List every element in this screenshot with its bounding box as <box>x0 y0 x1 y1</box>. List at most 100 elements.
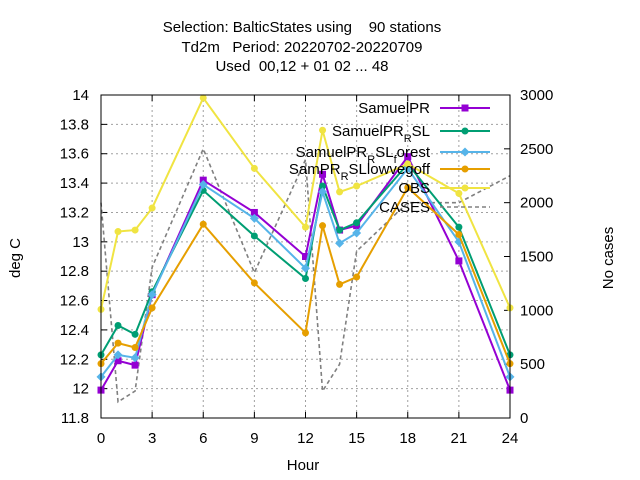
data-point <box>114 357 122 365</box>
x-axis-label: Hour <box>287 457 320 474</box>
y2-tick-label: 1000 <box>520 302 553 319</box>
y-tick-label: 13.8 <box>60 116 89 133</box>
data-point <box>250 164 258 172</box>
x-tick-label: 24 <box>502 430 519 447</box>
y-tick-label: 12.4 <box>60 322 89 339</box>
data-point <box>131 330 139 338</box>
data-point <box>461 104 469 112</box>
title-line-1: Selection: BalticStates using 90 station… <box>163 19 442 36</box>
data-point <box>455 257 463 265</box>
legend-label: SamuelPRRSL <box>332 123 430 145</box>
data-point <box>131 361 139 369</box>
data-point <box>455 223 463 231</box>
series-5 <box>97 94 514 313</box>
y2-tick-label: 500 <box>520 356 545 373</box>
y2-tick-label: 1500 <box>520 249 553 266</box>
data-point <box>250 208 258 216</box>
y-axis-label: deg C <box>7 238 24 278</box>
data-point <box>302 329 309 337</box>
x-tick-label: 9 <box>250 430 258 447</box>
data-point <box>199 220 207 228</box>
data-point <box>148 204 156 212</box>
data-point <box>461 127 469 135</box>
y-tick-labels: 11.8 12 12.2 12.4 12.6 12.8 13 13.2 13.4 13.6 13.8… <box>60 87 89 427</box>
data-point <box>404 153 412 161</box>
legend-label: CASES <box>379 199 430 216</box>
data-point <box>353 273 361 281</box>
data-point <box>319 170 327 178</box>
x-tick-label: 3 <box>148 430 156 447</box>
title-line-2: Td2m Period: 20220702-20220709 <box>181 39 422 56</box>
y-tick-label: 12 <box>72 381 89 398</box>
legend-entry-1: SamuelPR <box>358 100 490 117</box>
data-point <box>319 182 327 190</box>
series-layer <box>96 94 515 394</box>
legend-label: OBS <box>398 180 430 197</box>
data-point <box>319 126 327 134</box>
x-tick-label: 0 <box>97 430 105 447</box>
data-point <box>336 280 344 288</box>
data-point <box>130 353 140 363</box>
y-tick-label: 13.6 <box>60 146 89 163</box>
x-tick-labels: 0 3 6 9 12 15 18 21 24 <box>97 430 519 447</box>
y2-tick-labels: 0 500 1000 1500 2000 2500 3000 <box>520 87 553 427</box>
title-line-3: Used 00,12 + 01 02 ... 48 <box>215 58 388 75</box>
cases-layer <box>100 146 511 404</box>
y2-tick-label: 2500 <box>520 141 553 158</box>
legend-entry-5: OBS <box>398 180 490 197</box>
y-tick-label: 12.2 <box>60 351 89 368</box>
data-point <box>352 228 362 238</box>
data-point <box>131 344 139 352</box>
series-3 <box>96 163 515 382</box>
y-tick-label: 11.8 <box>61 410 89 427</box>
data-point <box>336 188 344 196</box>
plot-border <box>100 94 511 419</box>
data-point <box>461 184 469 192</box>
data-point <box>302 253 309 260</box>
y-tick-label: 12.8 <box>60 263 89 280</box>
x-tick-label: 21 <box>451 430 468 447</box>
x-tick-label: 15 <box>348 430 365 447</box>
y-tick-label: 12.6 <box>60 293 89 310</box>
legend-label: SamuelPRRSLforest <box>296 144 431 166</box>
data-point <box>113 350 123 360</box>
x-tick-label: 18 <box>399 430 416 447</box>
legend: SamuelPR SamuelPRRSLSamuelPRRSLforestSamP… <box>289 100 490 216</box>
data-point <box>114 339 122 347</box>
data-point <box>114 228 122 236</box>
data-point <box>455 230 463 238</box>
x-tick-label: 6 <box>199 430 207 447</box>
data-point <box>353 219 361 227</box>
data-point <box>249 213 259 223</box>
data-point <box>198 180 208 190</box>
data-point <box>147 290 157 300</box>
data-point <box>199 94 207 102</box>
data-point <box>302 223 309 231</box>
data-point <box>353 182 361 190</box>
y2-tick-label: 0 <box>520 410 528 427</box>
x-tick-label: 12 <box>297 430 314 447</box>
legend-label: SamuelPR <box>358 100 430 117</box>
legend-entry-2: SamuelPRRSL <box>332 123 490 145</box>
chart-title: Selection: BalticStates using 90 station… <box>163 19 442 75</box>
legend-entry-3: SamuelPRRSLforest <box>296 144 490 166</box>
legend-entry-6: CASES <box>379 199 490 216</box>
data-point <box>335 238 345 248</box>
cases-line <box>100 146 511 404</box>
data-point <box>461 165 469 173</box>
data-point <box>250 279 258 287</box>
grid <box>100 94 511 419</box>
data-point <box>318 187 328 197</box>
data-point <box>404 160 412 168</box>
data-point <box>148 304 156 312</box>
data-point <box>301 263 310 273</box>
y2-axis-label: No cases <box>600 227 617 290</box>
data-point <box>302 275 309 283</box>
legend-label: SamPRRSLlowvegoff <box>289 161 431 183</box>
data-point <box>131 226 139 234</box>
legend-entry-4: SamPRRSLlowvegoff <box>289 161 490 183</box>
data-point <box>336 226 344 234</box>
y2-tick-label: 3000 <box>520 87 553 104</box>
data-point <box>455 189 463 197</box>
